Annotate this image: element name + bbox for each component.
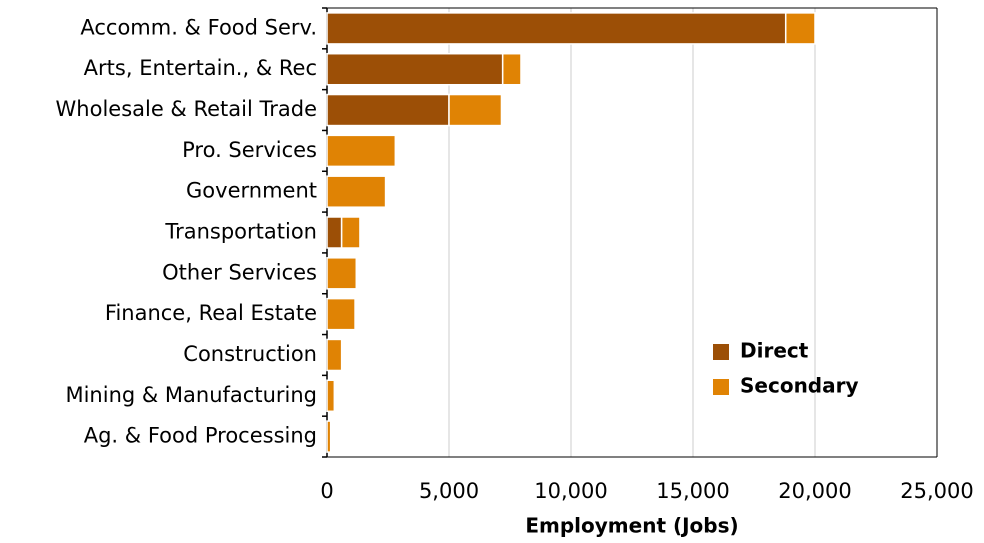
bar: [326, 216, 343, 249]
bar: [326, 175, 387, 208]
bar: [448, 93, 503, 127]
x-tick-label: 15,000: [656, 479, 729, 503]
y-tick-label: Finance, Real Estate: [105, 301, 317, 325]
y-tick-label: Pro. Services: [182, 138, 317, 162]
legend-label: Secondary: [740, 374, 859, 398]
bar: [326, 52, 504, 86]
y-tick-label: Mining & Manufacturing: [65, 383, 317, 407]
bar: [326, 297, 356, 331]
x-tick-label: 10,000: [534, 479, 607, 503]
bar: [340, 216, 361, 249]
y-tick-label: Construction: [183, 342, 317, 366]
y-tick-label: Ag. & Food Processing: [84, 424, 317, 448]
x-tick-label: 20,000: [778, 479, 851, 503]
y-tick-label: Wholesale & Retail Trade: [56, 97, 317, 121]
bar: [326, 338, 343, 372]
legend-swatch: [713, 344, 729, 360]
bar: [326, 93, 450, 127]
y-tick-label: Accomm. & Food Serv.: [80, 15, 317, 39]
legend-label: Direct: [740, 339, 809, 363]
legend-swatch: [713, 379, 729, 395]
x-axis-title: Employment (Jobs): [525, 514, 738, 538]
y-tick-label: Other Services: [162, 260, 317, 284]
x-tick-label: 0: [320, 479, 333, 503]
x-tick-label: 5,000: [419, 479, 479, 503]
bar: [326, 379, 336, 413]
y-tick-label: Arts, Entertain., & Rec: [84, 56, 317, 80]
bar: [326, 12, 787, 45]
bar: [326, 134, 397, 168]
x-tick-label: 25,000: [900, 479, 973, 503]
bar: [784, 12, 816, 45]
bar: [326, 257, 358, 290]
y-tick-label: Government: [186, 179, 317, 203]
y-tick-label: Transportation: [164, 220, 317, 244]
bar: [501, 52, 522, 86]
bar: [326, 420, 332, 453]
